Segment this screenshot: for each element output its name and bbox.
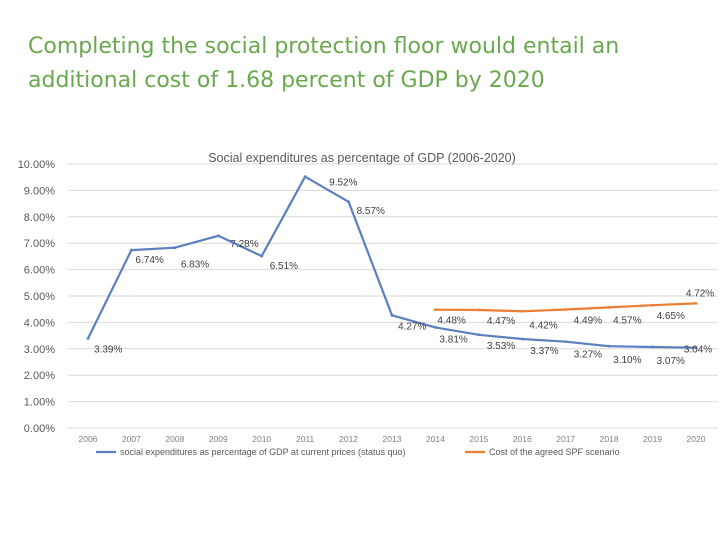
x-tick-label: 2006 [79,434,98,444]
x-tick-label: 2015 [469,434,488,444]
spf-scenario-point [520,309,524,313]
y-tick-label: 0.00% [24,423,55,435]
x-tick-label: 2017 [556,434,575,444]
x-tick-label: 2012 [339,434,358,444]
status-quo-data-label: 3.81% [439,334,467,345]
status-quo-point [434,326,437,329]
spf-scenario-point [694,301,698,305]
status-quo-data-label: 4.27% [398,321,426,332]
y-axis-ticks: 0.00% 1.00% 2.00% 3.00% 4.00% 5.00% 6.00% 7.00%… [18,159,56,435]
status-quo-data-label: 7.28% [230,239,258,250]
slide-title: Completing the social protection floor w… [28,30,698,98]
status-quo-point [520,337,524,341]
status-quo-point [216,234,220,238]
x-tick-label: 2016 [513,434,532,444]
y-tick-label: 7.00% [24,238,55,250]
legend-label-spf: Cost of the agreed SPF scenario [489,447,620,457]
status-quo-data-label: 3.07% [657,356,685,367]
spf-scenario-data-label: 4.72% [686,288,714,299]
y-tick-label: 3.00% [24,344,55,356]
status-quo-point [607,344,611,348]
chart-container: 0.00% 1.00% 2.00% 3.00% 4.00% 5.00% 6.00% 7.00%… [0,140,720,470]
x-tick-label: 2009 [209,434,228,444]
x-tick-label: 2018 [600,434,619,444]
series-lines [86,175,698,350]
status-quo-data-label: 3.10% [613,355,641,366]
slide-title-line-2: additional cost of 1.68 percent of GDP b… [28,68,545,93]
spf-scenario-data-label: 4.57% [613,315,641,326]
status-quo-data-label: 3.04% [684,345,712,356]
data-labels: 3.39% 6.74% 6.83% 7.28% 6.51% 9.52% 8.57% 4.27%… [94,178,714,367]
y-tick-label: 5.00% [24,291,55,303]
y-tick-label: 10.00% [18,159,56,171]
spf-scenario-point [651,303,654,307]
x-tick-label: 2008 [165,434,184,444]
spf-scenario-data-label: 4.65% [657,311,685,322]
y-tick-label: 9.00% [24,185,55,197]
status-quo-data-label: 6.51% [270,261,298,272]
gridlines [68,163,718,429]
status-quo-point [260,254,264,258]
x-tick-label: 2020 [687,434,706,444]
spf-scenario-point [564,308,568,311]
status-quo-point [173,246,177,250]
slide-title-line-1: Completing the social protection floor w… [28,34,620,59]
status-quo-data-label: 3.39% [94,345,122,356]
status-quo-data-label: 9.52% [329,178,357,189]
status-quo-data-label: 3.37% [530,346,558,357]
y-tick-label: 2.00% [24,370,55,382]
legend: social expenditures as percentage of GDP… [96,447,620,457]
x-tick-label: 2010 [252,434,271,444]
status-quo-point [347,200,350,204]
spf-scenario-point [434,308,437,312]
status-quo-point [477,333,481,337]
spf-scenario-point [607,305,611,309]
spf-scenario-data-label: 4.47% [487,316,515,327]
status-quo-data-label: 3.27% [574,350,602,361]
y-tick-label: 6.00% [24,265,55,277]
y-tick-label: 8.00% [24,212,55,224]
status-quo-data-label: 6.74% [135,255,163,266]
status-quo-point [390,313,394,317]
status-quo-point [651,345,654,349]
spf-scenario-data-label: 4.48% [437,316,465,327]
x-tick-label: 2019 [643,434,662,444]
chart-title: Social expenditures as percentage of GDP… [208,151,516,165]
status-quo-point [86,337,90,340]
legend-label-status-quo: social expenditures as percentage of GDP… [120,447,405,457]
status-quo-data-label: 8.57% [357,206,385,217]
spf-scenario-data-label: 4.49% [574,315,602,326]
x-tick-label: 2007 [122,434,141,444]
y-tick-label: 4.00% [24,317,55,329]
x-axis-ticks: 2006 2007 2008 2009 2010 2011 2012 2013 2014 2015… [79,434,706,444]
spf-scenario-point [477,308,481,312]
x-tick-label: 2011 [296,434,315,444]
status-quo-data-label: 3.53% [487,341,515,352]
status-quo-data-label: 6.83% [181,260,209,271]
status-quo-point [303,175,307,179]
line-chart: 0.00% 1.00% 2.00% 3.00% 4.00% 5.00% 6.00% 7.00%… [18,151,718,457]
y-tick-label: 1.00% [24,397,55,409]
status-quo-point [564,340,568,344]
status-quo-point [694,346,698,350]
x-tick-label: 2013 [383,434,402,444]
x-tick-label: 2014 [426,434,445,444]
status-quo-point [130,248,133,252]
spf-scenario-data-label: 4.42% [529,320,557,331]
